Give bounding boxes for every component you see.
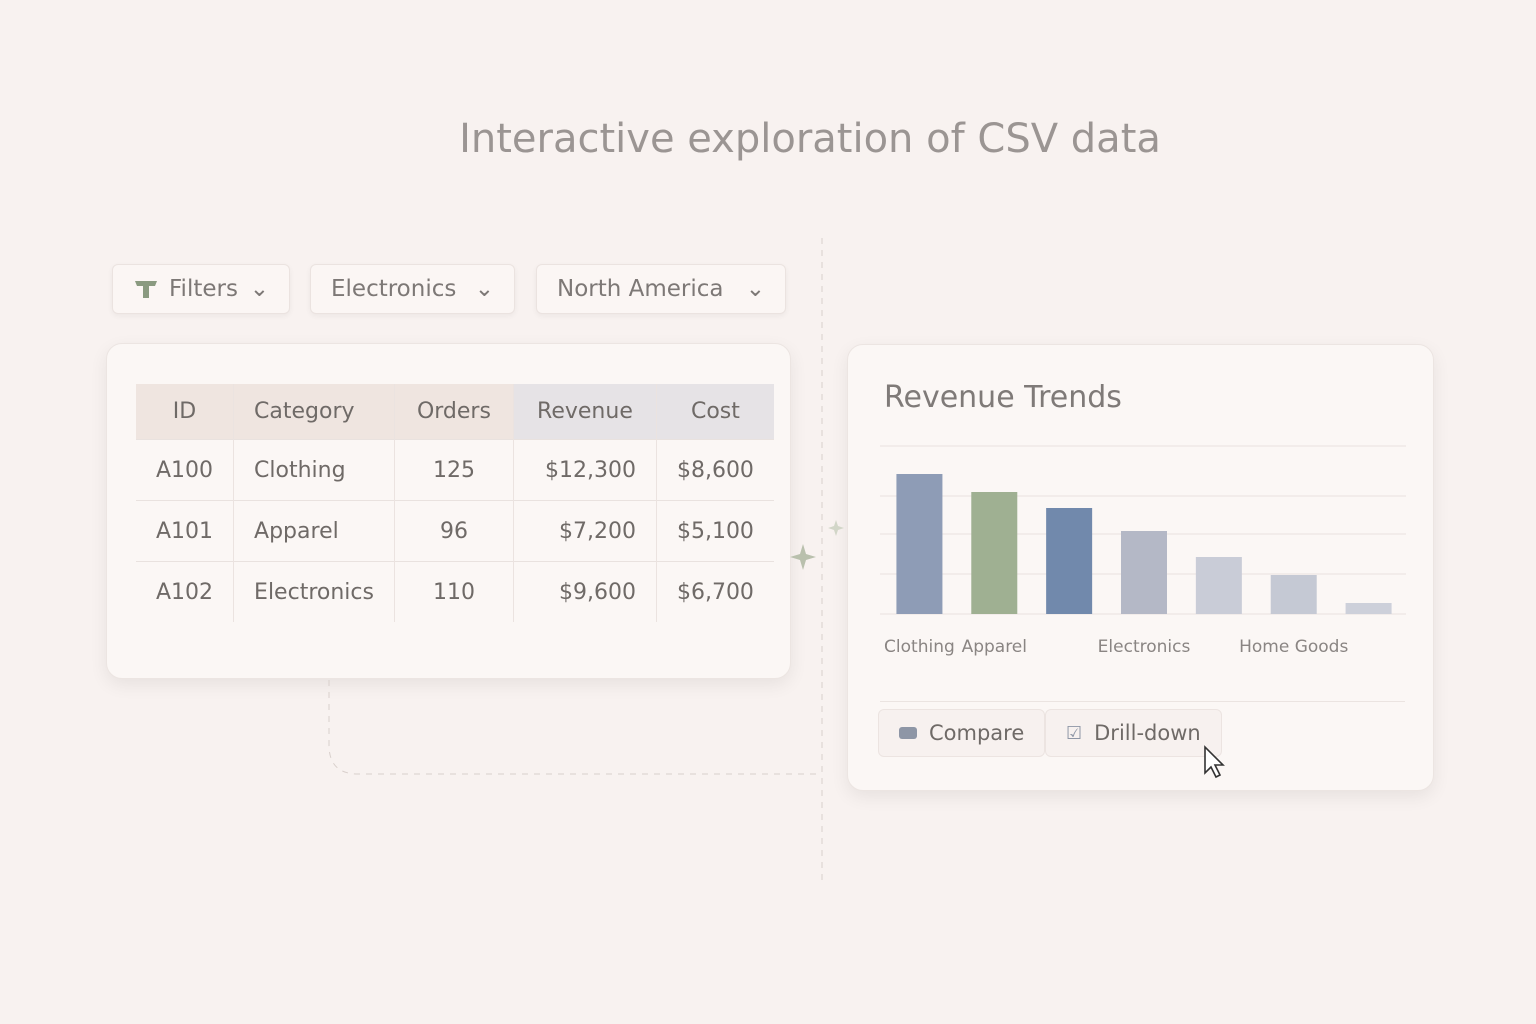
drilldown-icon: ☑ bbox=[1066, 722, 1083, 744]
sparkle bbox=[790, 544, 816, 570]
sparkle bbox=[828, 520, 844, 536]
table-cell: A101 bbox=[136, 500, 235, 562]
table-cell: $5,100 bbox=[656, 500, 774, 562]
chevron: ⌄ bbox=[474, 276, 494, 302]
table-cell: 125 bbox=[394, 439, 514, 501]
column-header[interactable]: Revenue bbox=[513, 384, 657, 440]
connector bbox=[328, 680, 822, 775]
table-cell: $6,700 bbox=[656, 561, 774, 622]
filter-label-wrap: Filters bbox=[133, 276, 238, 302]
filter-icon bbox=[135, 281, 157, 298]
table-cell: $7,200 bbox=[513, 500, 657, 562]
table-cell: Electronics bbox=[233, 561, 395, 622]
table-cell: Clothing bbox=[233, 439, 395, 501]
table-cell: A102 bbox=[136, 561, 235, 622]
column-header[interactable]: Cost bbox=[656, 384, 774, 440]
table-cell: 110 bbox=[394, 561, 514, 622]
page-title: Interactive exploration of CSV data bbox=[459, 116, 1161, 162]
button-label: Compare bbox=[929, 721, 1025, 745]
data-table: ID Category Orders Revenue Cost A100 Clot… bbox=[136, 384, 774, 622]
category-dropdown[interactable]: Electronics ⌄ bbox=[310, 264, 515, 314]
compare-button[interactable]: Compare bbox=[878, 709, 1046, 757]
compare-icon bbox=[899, 727, 917, 739]
column-header[interactable]: ID bbox=[136, 384, 235, 440]
table-cell: $8,600 bbox=[656, 439, 774, 501]
dropdown-label: Electronics bbox=[331, 276, 457, 302]
column-header[interactable]: Category bbox=[233, 384, 395, 440]
divider bbox=[880, 701, 1405, 702]
filter-label: Filters bbox=[169, 276, 238, 302]
table-cell: $9,600 bbox=[513, 561, 657, 622]
chevron: ⌄ bbox=[745, 276, 765, 302]
drilldown-button[interactable]: ☑ Drill-down bbox=[1045, 709, 1222, 757]
chart-title: Revenue Trends bbox=[884, 380, 1122, 415]
table-cell: 96 bbox=[394, 500, 514, 562]
table-row[interactable]: A100 Clothing 125 $12,300 $8,600 bbox=[136, 439, 774, 501]
chevron: ⌄ bbox=[249, 276, 269, 302]
region-dropdown[interactable]: North America ⌄ bbox=[536, 264, 786, 314]
button-label: Drill-down bbox=[1094, 721, 1201, 745]
dropdown-label: North America bbox=[557, 276, 724, 302]
table-cell: A100 bbox=[136, 439, 235, 501]
table-cell: Apparel bbox=[233, 500, 395, 562]
table-cell: $12,300 bbox=[513, 439, 657, 501]
table-row[interactable]: A101 Apparel 96 $7,200 $5,100 bbox=[136, 500, 774, 562]
filter-button[interactable]: Filters ⌄ bbox=[112, 264, 290, 314]
column-header[interactable]: Orders bbox=[394, 384, 514, 440]
table-row[interactable]: A102 Electronics 110 $9,600 $6,700 bbox=[136, 561, 774, 622]
